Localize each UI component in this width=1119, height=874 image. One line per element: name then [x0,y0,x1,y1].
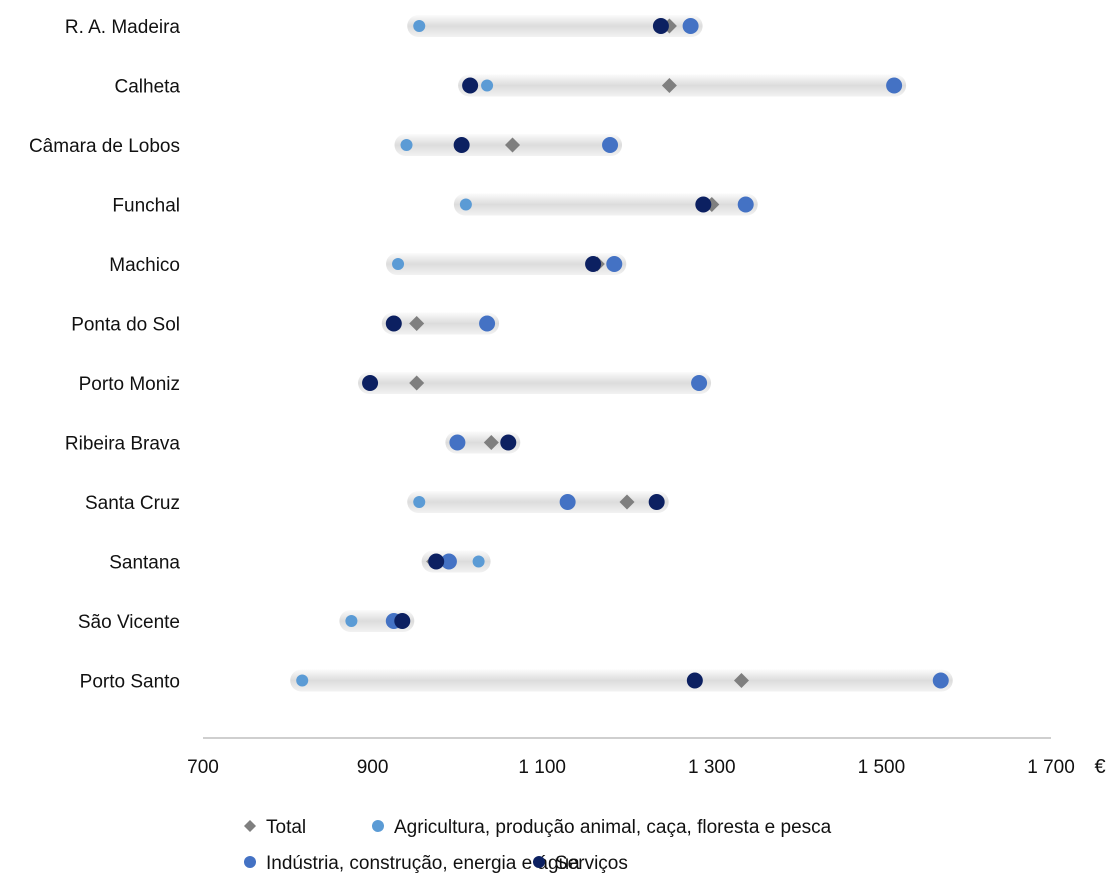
point-total-porto-moniz [409,375,425,391]
point-servicos-machico [585,256,602,272]
point-agricultura-producao-porto-santo [296,674,309,687]
point-agricultura-producao-calheta [481,79,494,92]
legend-label-servicos: Serviços [555,853,628,874]
point-servicos-porto-santo [686,672,703,689]
range-capsule-porto-santo [290,669,953,692]
range-capsule-r-a-madeira [407,15,703,37]
category-label-ribeira-brava: Ribeira Brava [65,434,181,455]
point-agricultura-producao-sao-vicente [345,615,358,627]
range-capsule-ribeira-brava [445,431,521,454]
legend-marker-servicos [533,856,545,868]
point-industria-construcao-funchal [737,196,754,213]
range-capsule-machico [386,253,627,275]
category-label-santana: Santana [109,553,180,574]
legend: Total Agricultura, produção animal, caça,… [244,817,832,874]
point-industria-construcao-santana [440,553,457,570]
range-capsule-calheta [458,74,907,97]
point-industria-construcao-ribeira-brava [449,434,466,451]
category-label-calheta: Calheta [115,77,181,98]
point-servicos-santa-cruz [648,494,665,510]
point-servicos-calheta [462,77,479,94]
point-total-camara-de-lobos [505,137,521,153]
category-label-santa-cruz: Santa Cruz [85,493,180,514]
point-agricultura-producao-santa-cruz [413,496,426,508]
range-capsule-funchal [453,193,758,216]
x-tick-label: 700 [187,757,219,778]
legend-label-industria-construcao: Indústria, construção, energia e água [266,853,580,874]
point-servicos-ribeira-brava [500,434,517,451]
point-industria-construcao-ponta-do-sol [479,315,496,332]
point-industria-construcao-camara-de-lobos [602,137,619,153]
x-tick-label: 1 300 [688,757,736,778]
point-servicos-santana [428,553,445,570]
legend-marker-total [244,820,256,832]
point-total-ribeira-brava [483,435,499,450]
x-tick-label: 1 100 [518,757,566,778]
range-capsule-ponta-do-sol [381,312,500,335]
point-industria-construcao-porto-santo [932,672,949,689]
range-capsule-porto-moniz [358,372,712,394]
point-servicos-funchal [695,196,712,213]
category-label-camara-de-lobos: Câmara de Lobos [29,136,180,157]
point-servicos-sao-vicente [394,613,411,629]
x-axis-ticks: 700 900 1 100 1 300 1 500 1 700 [187,757,1075,778]
point-agricultura-producao-camara-de-lobos [400,139,413,151]
legend-label-agricultura-producao: Agricultura, produção animal, caça, flor… [394,817,832,838]
point-agricultura-producao-r-a-madeira [413,20,426,32]
category-label-ponta-do-sol: Ponta do Sol [71,315,180,336]
x-tick-label: 1 700 [1027,757,1075,778]
point-agricultura-producao-machico [392,258,405,270]
x-axis-unit: € [1094,756,1105,778]
point-industria-construcao-porto-moniz [691,375,708,391]
point-total-porto-santo [733,673,749,688]
point-industria-construcao-r-a-madeira [682,18,699,34]
x-tick-label: 900 [357,757,389,778]
point-total-calheta [661,78,677,93]
point-servicos-camara-de-lobos [453,137,470,153]
point-total-ponta-do-sol [409,316,425,331]
category-labels: R. A. Madeira Calheta Câmara de Lobos Funch… [29,17,180,693]
category-label-porto-moniz: Porto Moniz [79,374,180,395]
point-agricultura-producao-funchal [459,198,472,211]
range-capsules [290,15,953,692]
point-servicos-r-a-madeira [652,18,669,34]
category-label-sao-vicente: São Vicente [78,612,180,633]
point-industria-construcao-santa-cruz [559,494,576,510]
point-industria-construcao-machico [606,256,623,272]
legend-marker-agricultura-producao [372,820,384,832]
legend-label-total: Total [266,817,306,838]
point-industria-construcao-calheta [886,77,903,94]
category-label-porto-santo: Porto Santo [80,672,180,693]
category-label-funchal: Funchal [112,196,180,217]
range-capsule-santa-cruz [407,491,669,513]
point-servicos-ponta-do-sol [385,315,402,332]
x-tick-label: 1 500 [858,757,906,778]
data-points [296,18,949,689]
category-label-machico: Machico [109,255,180,276]
category-label-r-a-madeira: R. A. Madeira [65,17,181,38]
point-agricultura-producao-santana [472,555,485,568]
point-servicos-porto-moniz [362,375,379,391]
point-total-santa-cruz [619,494,635,510]
legend-marker-industria-construcao [244,856,256,868]
